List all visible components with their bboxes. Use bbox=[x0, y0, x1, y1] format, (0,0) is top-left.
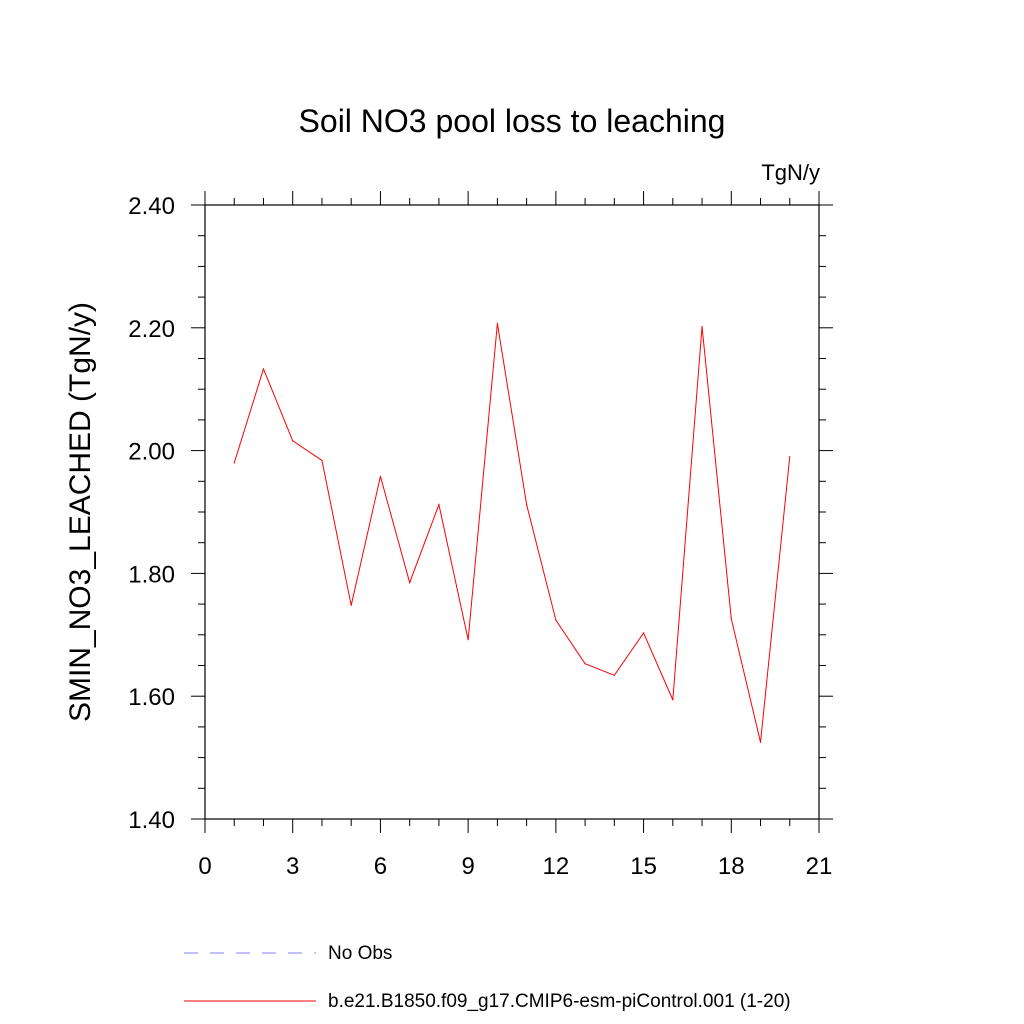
x-tick-label: 6 bbox=[374, 853, 387, 880]
x-tick-label: 18 bbox=[718, 853, 745, 880]
y-tick-label: 2.40 bbox=[128, 193, 175, 220]
y-tick-label: 1.40 bbox=[128, 807, 175, 834]
series-line-0 bbox=[233, 323, 791, 743]
data-point bbox=[526, 504, 528, 506]
legend: No Obs b.e21.B1850.f09_g17.CMIP6-esm-piC… bbox=[184, 943, 791, 1012]
data-point bbox=[233, 462, 235, 464]
data-point bbox=[496, 322, 498, 325]
chart-title: Soil NO3 pool loss to leaching bbox=[299, 103, 726, 139]
data-point bbox=[672, 699, 674, 701]
data-point bbox=[642, 632, 645, 634]
data-point bbox=[789, 456, 791, 458]
data-point bbox=[584, 663, 586, 665]
data-point bbox=[292, 440, 294, 442]
series-layer bbox=[233, 322, 791, 743]
legend-label-series: b.e21.B1850.f09_g17.CMIP6-esm-piControl.… bbox=[328, 991, 791, 1012]
x-tick-label: 3 bbox=[286, 853, 299, 880]
axis-tick-labels: 0 3 6 9 12 15 18 21 1.40 1.60 1.80 2.00 2.20 2.40 bbox=[128, 193, 832, 880]
x-tick-label: 21 bbox=[806, 853, 833, 880]
data-point bbox=[613, 674, 615, 676]
y-tick-label: 1.80 bbox=[128, 561, 175, 588]
axis-ticks bbox=[191, 191, 833, 833]
x-tick-label: 0 bbox=[198, 853, 211, 880]
data-point bbox=[701, 325, 703, 328]
data-point bbox=[379, 475, 382, 477]
y-tick-label: 2.00 bbox=[128, 439, 175, 466]
plot-frame bbox=[204, 204, 820, 820]
units-label: TgN/y bbox=[761, 160, 820, 185]
data-point bbox=[555, 619, 557, 621]
data-point bbox=[467, 639, 469, 641]
legend-label-no-obs: No Obs bbox=[328, 943, 392, 964]
data-point bbox=[409, 582, 411, 584]
x-tick-label: 9 bbox=[461, 853, 474, 880]
data-point bbox=[759, 741, 762, 743]
y-tick-label: 1.60 bbox=[128, 684, 175, 711]
x-tick-label: 15 bbox=[630, 853, 657, 880]
y-tick-label: 2.20 bbox=[128, 316, 175, 343]
data-point bbox=[321, 459, 323, 462]
data-point bbox=[350, 604, 352, 606]
data-point bbox=[438, 504, 440, 506]
y-axis-label: SMIN_NO3_LEACHED (TgN/y) bbox=[64, 302, 97, 722]
data-point bbox=[262, 368, 265, 370]
data-point bbox=[730, 618, 732, 620]
x-tick-label: 12 bbox=[543, 853, 570, 880]
